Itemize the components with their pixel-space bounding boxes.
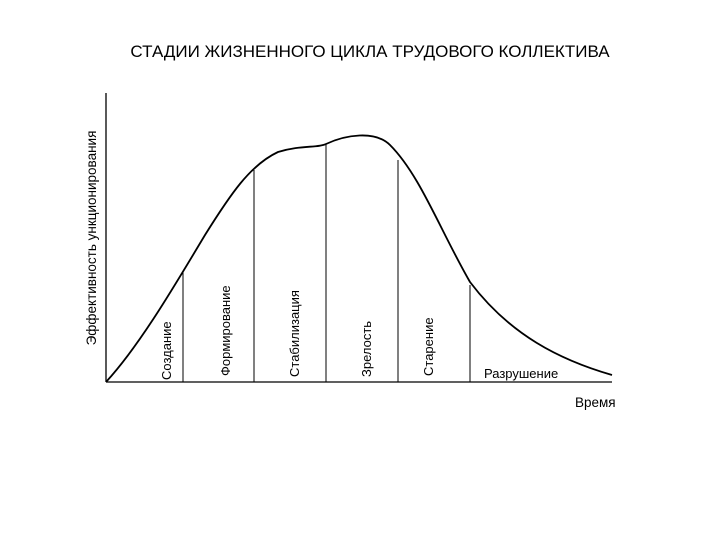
y-axis-label: Эффективность ункционирования	[84, 131, 99, 346]
stage-label-creation: Создание	[159, 321, 174, 380]
diagram-title: СТАДИИ ЖИЗНЕННОГО ЦИКЛА ТРУДОВОГО КОЛЛЕК…	[130, 42, 610, 61]
x-axis-label: Время	[575, 395, 616, 410]
lifecycle-curve	[105, 134, 613, 383]
stage-label-destruction: Разрушение	[484, 366, 558, 381]
stage-label-stabilization: Стабилизация	[287, 290, 302, 377]
stage-label-formation: Формирование	[218, 285, 233, 376]
stage-label-aging: Старение	[421, 317, 436, 376]
stage-label-maturity: Зрелость	[359, 321, 374, 377]
